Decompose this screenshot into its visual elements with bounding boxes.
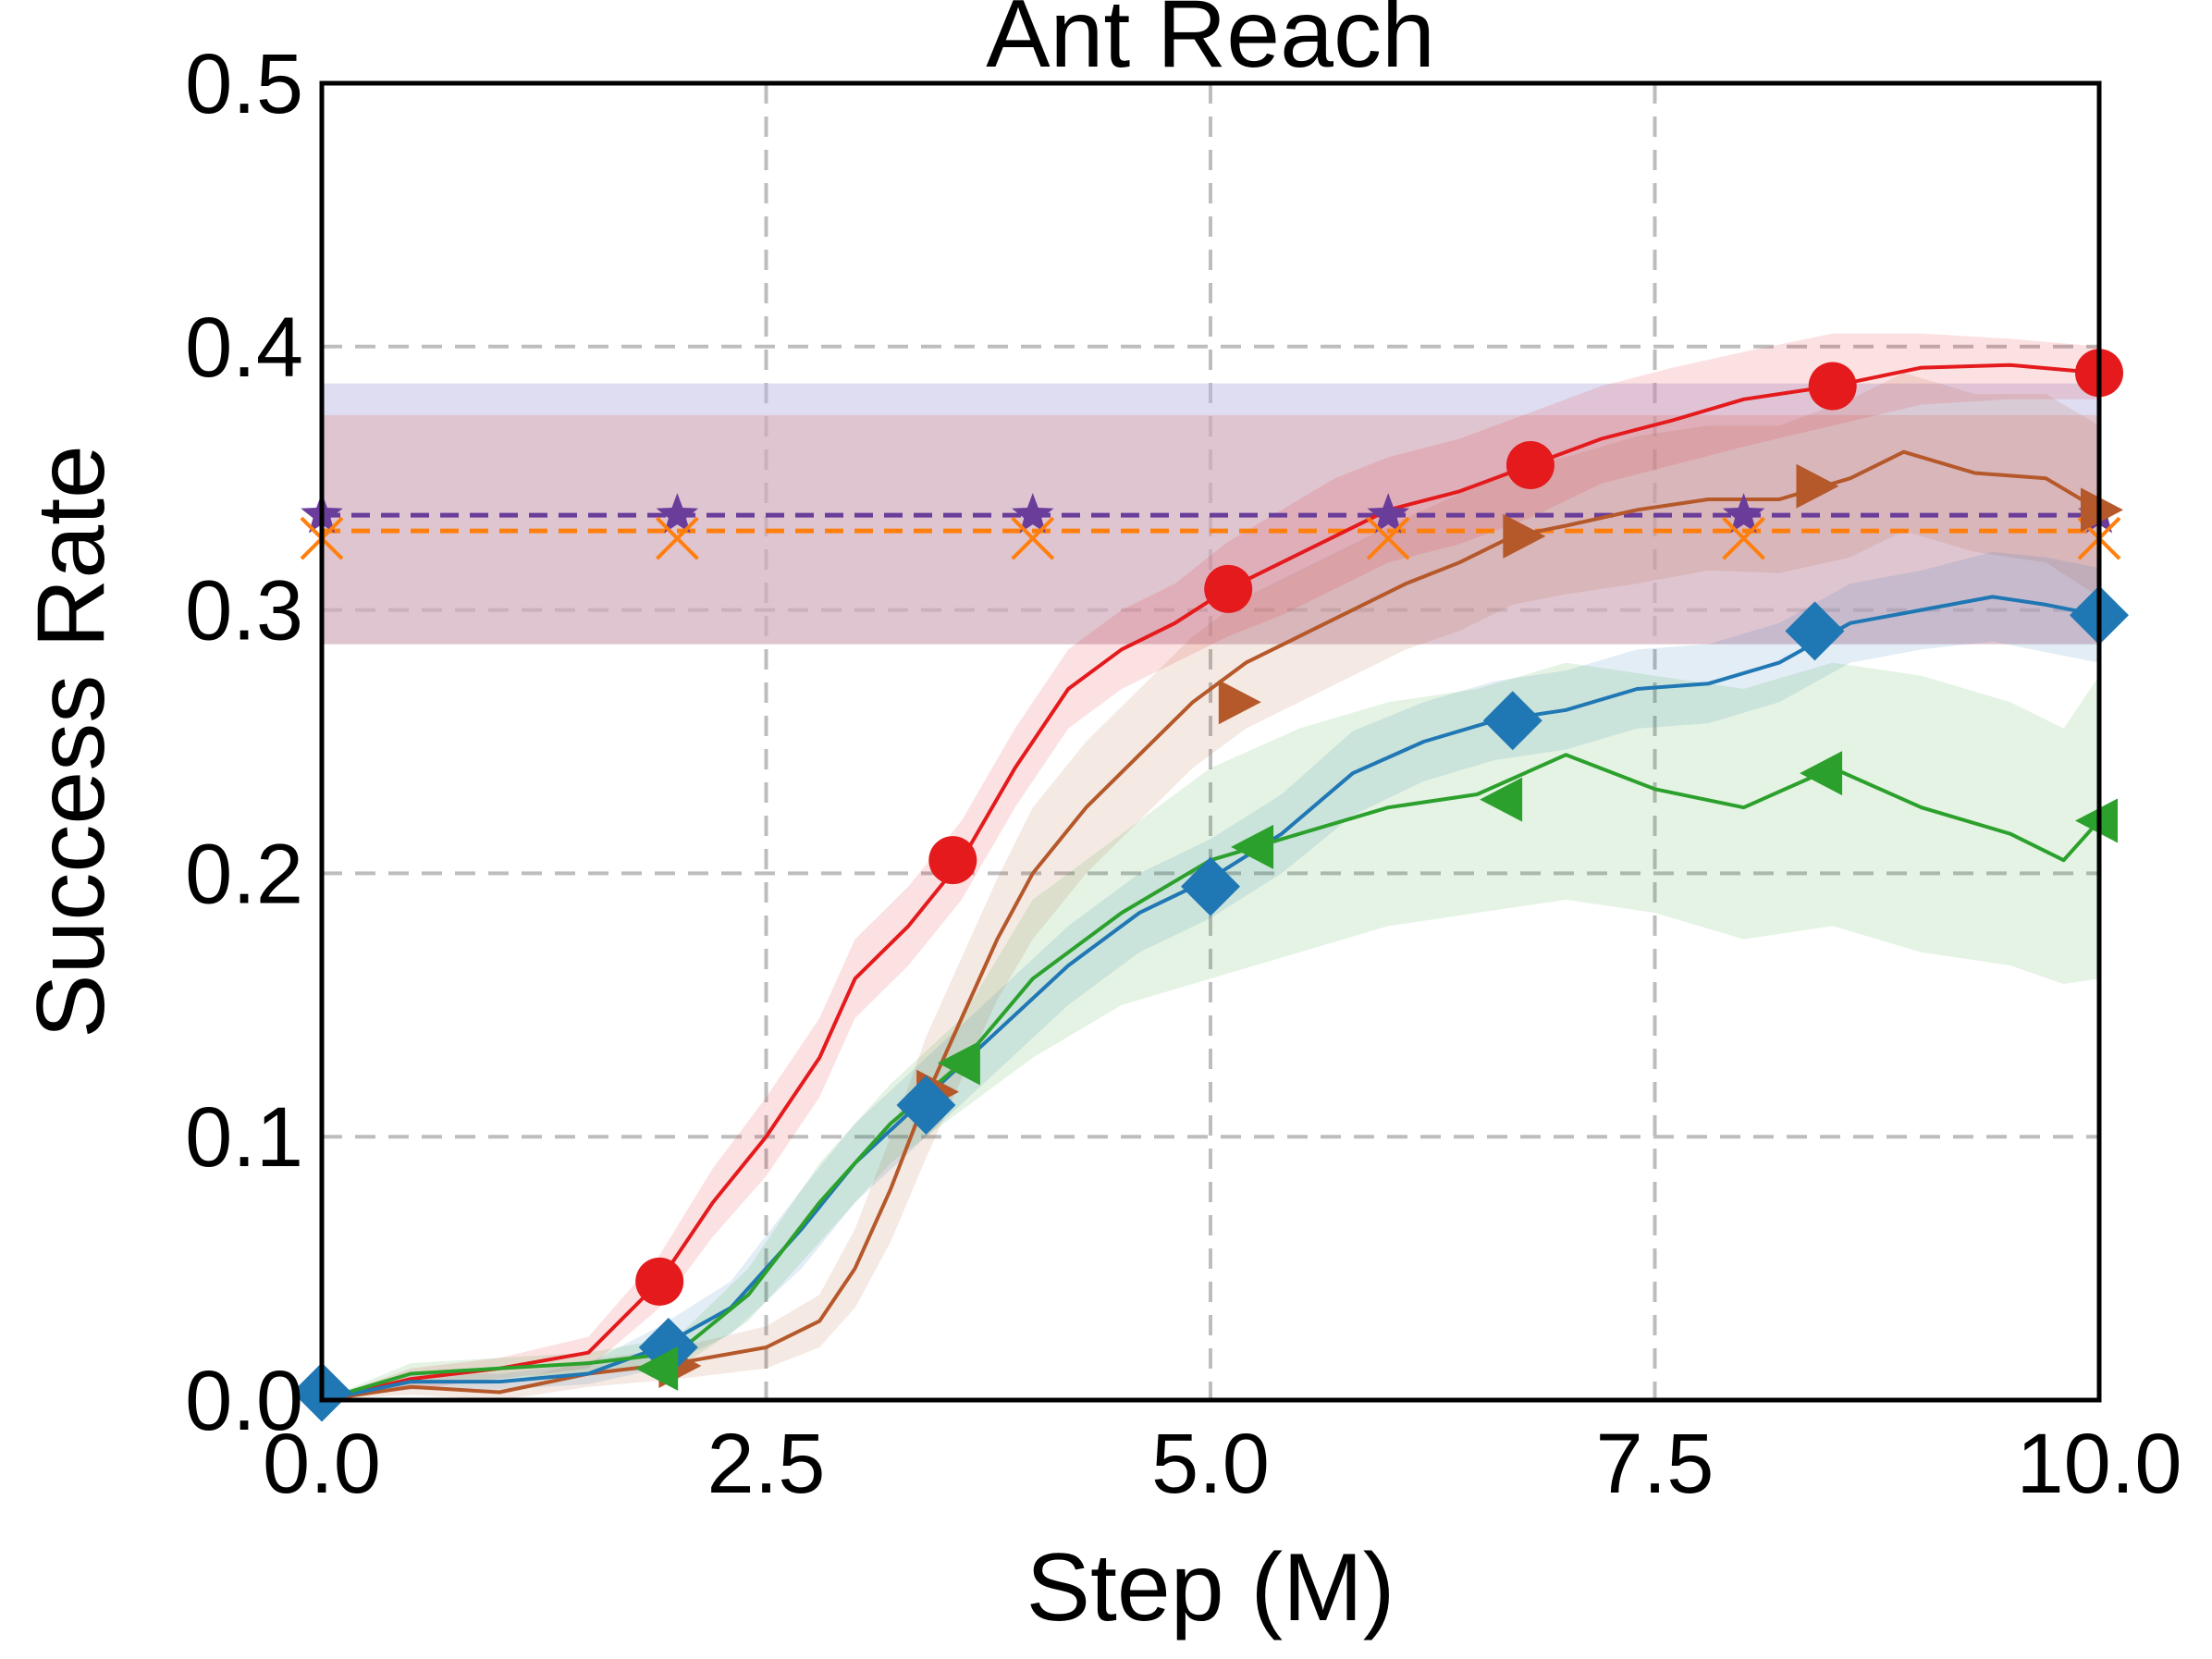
series-marker-triangle-left [1480, 777, 1523, 822]
series-marker-diamond [896, 1075, 956, 1136]
series-line-triangle-right [322, 449, 2099, 1400]
x-axis-label: Step (M) [1026, 1534, 1395, 1641]
x-tick-label: 7.5 [1596, 1417, 1714, 1511]
y-tick-label: 0.2 [185, 827, 303, 921]
x-tick-label: 10.0 [2016, 1417, 2181, 1511]
series-marker-triangle-right [1503, 513, 1546, 559]
series-marker-triangle-right [2081, 487, 2123, 533]
series-marker-circle [1505, 440, 1555, 489]
y-tick-label: 0.1 [185, 1090, 303, 1185]
series-marker-triangle-right [1218, 680, 1261, 725]
y-tick-label: 0.5 [185, 37, 303, 131]
series-marker-diamond [1482, 691, 1542, 751]
baseline-marker-x [1011, 516, 1055, 560]
x-tick-label: 5.0 [1151, 1417, 1270, 1511]
y-axis-label: Success Rate [18, 445, 125, 1038]
baseline-marker-x [1722, 516, 1766, 560]
y-tick-label: 0.4 [185, 301, 303, 395]
baseline-marker-x [655, 516, 699, 560]
baseline-marker-star [1367, 493, 1409, 534]
series-marker-triangle-left [1800, 751, 1843, 796]
grid-lines [322, 83, 2099, 1400]
series-marker-circle [635, 1257, 684, 1306]
series-marker-triangle-left [635, 1346, 679, 1391]
series-marker-triangle-left [1231, 824, 1274, 869]
series-line-circle [322, 363, 2099, 1400]
series-marker-circle [1204, 564, 1253, 613]
baseline-marker-star [656, 493, 699, 534]
series-marker-diamond [1785, 601, 1845, 661]
series-marker-circle [1808, 362, 1857, 411]
series-marker-circle [928, 836, 977, 885]
plot-frame [319, 80, 2102, 1403]
baseline-marker-star [1722, 493, 1765, 534]
x-tick-label: 2.5 [707, 1417, 826, 1511]
baseline-marker-x [1366, 516, 1410, 560]
chart-title: Ant Reach [986, 0, 1435, 88]
tick-labels: 0.0 2.5 5.0 7.5 10.0 0.0 0.1 0.2 0.3 0.4 0.5 [185, 37, 2181, 1511]
y-tick-label: 0.0 [185, 1354, 303, 1448]
y-tick-label: 0.3 [185, 564, 303, 658]
series-marker-triangle-left [937, 1040, 980, 1086]
series-marker-triangle-left [2075, 798, 2118, 843]
x-tick-label: 0.0 [263, 1417, 381, 1511]
series-band-triangle-left [322, 662, 2099, 1400]
series-marker-triangle-right [1796, 463, 1839, 509]
baseline-marker-star [1012, 493, 1054, 534]
series-band-triangle-right [322, 373, 2099, 1400]
series-band-diamond [322, 551, 2099, 1400]
series-marker-diamond [1181, 856, 1240, 916]
